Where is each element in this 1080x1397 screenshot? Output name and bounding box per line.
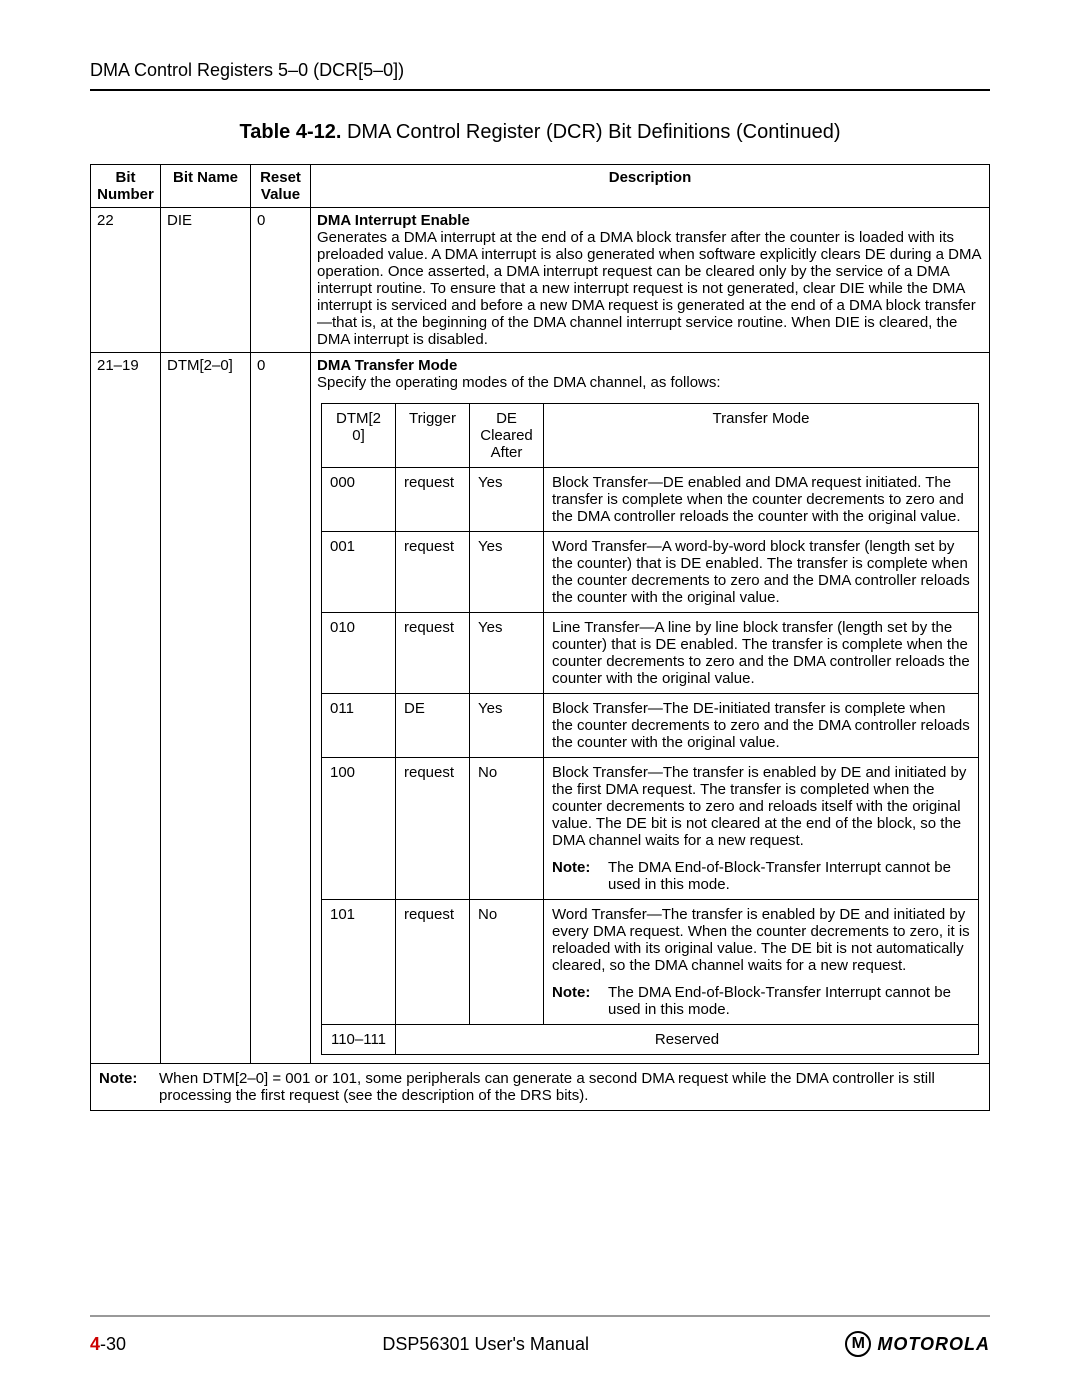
desc-title: DMA Interrupt Enable — [317, 212, 470, 229]
cell-trigger: DE — [396, 694, 470, 758]
note-text: The DMA End-of-Block-Transfer Interrupt … — [608, 984, 970, 1018]
desc-body: Specify the operating modes of the DMA c… — [317, 374, 721, 391]
cell-mode-text: Word Transfer—The transfer is enabled by… — [552, 906, 970, 974]
page-number-prefix: 4 — [90, 1334, 100, 1354]
cell-de: Yes — [470, 532, 544, 613]
cell-bit-name: DTM[2–0] — [161, 353, 251, 1064]
table-row: 21–19 DTM[2–0] 0 DMA Transfer Mode Speci… — [91, 353, 990, 396]
footer-rule — [90, 1315, 990, 1317]
table-caption-text: DMA Control Register (DCR) Bit Definitio… — [347, 121, 841, 143]
page-header-title: DMA Control Registers 5–0 (DCR[5–0]) — [90, 60, 990, 81]
footer-note-label: Note: — [99, 1070, 155, 1104]
inner-row: 011 DE Yes Block Transfer—The DE-initiat… — [322, 694, 979, 758]
cell-dtm: 010 — [322, 613, 396, 694]
cell-description: DMA Transfer Mode Specify the operating … — [311, 353, 990, 396]
cell-trigger: request — [396, 758, 470, 900]
cell-mode: Block Transfer—The transfer is enabled b… — [544, 758, 979, 900]
cell-de: Yes — [470, 468, 544, 532]
cell-mode: Line Transfer—A line by line block trans… — [544, 613, 979, 694]
inner-col-de-cleared: DE Cleared After — [470, 404, 544, 468]
desc-body: Generates a DMA interrupt at the end of … — [317, 229, 981, 348]
cell-dtm: 100 — [322, 758, 396, 900]
cell-mode-text: Block Transfer—The transfer is enabled b… — [552, 764, 966, 849]
table-row: 22 DIE 0 DMA Interrupt Enable Generates … — [91, 208, 990, 353]
motorola-logo: M MOTOROLA — [845, 1331, 990, 1357]
cell-dtm: 101 — [322, 900, 396, 1025]
page-number: 4-30 — [90, 1334, 126, 1355]
cell-reserved: Reserved — [396, 1025, 979, 1055]
cell-mode: Word Transfer—The transfer is enabled by… — [544, 900, 979, 1025]
dcr-bit-table: Bit Number Bit Name Reset Value Descript… — [90, 164, 990, 1111]
motorola-logo-icon: M — [845, 1331, 871, 1357]
cell-bit-number: 22 — [91, 208, 161, 353]
cell-bit-name: DIE — [161, 208, 251, 353]
footer-note-text: When DTM[2–0] = 001 or 101, some periphe… — [155, 1070, 981, 1104]
col-description: Description — [311, 165, 990, 208]
inner-row: 100 request No Block Transfer—The transf… — [322, 758, 979, 900]
page-footer: 4-30 DSP56301 User's Manual M MOTOROLA — [90, 1315, 990, 1357]
cell-trigger: request — [396, 900, 470, 1025]
inner-row: 000 request Yes Block Transfer—DE enable… — [322, 468, 979, 532]
footer-note-row: Note: When DTM[2–0] = 001 or 101, some p… — [91, 1064, 990, 1111]
cell-de: No — [470, 900, 544, 1025]
inner-row: 010 request Yes Line Transfer—A line by … — [322, 613, 979, 694]
note-label: Note: — [552, 859, 608, 893]
note-text: The DMA End-of-Block-Transfer Interrupt … — [608, 859, 970, 893]
inner-row: 110–111 Reserved — [322, 1025, 979, 1055]
motorola-logo-text: MOTOROLA — [877, 1334, 990, 1355]
cell-description: DMA Interrupt Enable Generates a DMA int… — [311, 208, 990, 353]
cell-reset-value: 0 — [251, 208, 311, 353]
cell-de: Yes — [470, 613, 544, 694]
inner-col-trigger: Trigger — [396, 404, 470, 468]
col-bit-name: Bit Name — [161, 165, 251, 208]
cell-dtm: 001 — [322, 532, 396, 613]
inner-row: 101 request No Word Transfer—The transfe… — [322, 900, 979, 1025]
desc-title: DMA Transfer Mode — [317, 357, 457, 374]
cell-trigger: request — [396, 613, 470, 694]
inner-col-transfer-mode: Transfer Mode — [544, 404, 979, 468]
transfer-mode-table: DTM[2 0] Trigger DE Cleared After Transf… — [321, 403, 979, 1055]
cell-trigger: request — [396, 468, 470, 532]
inner-row: 001 request Yes Word Transfer—A word-by-… — [322, 532, 979, 613]
cell-dtm: 110–111 — [322, 1025, 396, 1055]
table-caption: Table 4-12. DMA Control Register (DCR) B… — [90, 121, 990, 144]
page-number-value: -30 — [100, 1334, 126, 1354]
cell-bit-number: 21–19 — [91, 353, 161, 1064]
cell-de: No — [470, 758, 544, 900]
manual-title: DSP56301 User's Manual — [382, 1334, 589, 1355]
cell-mode: Block Transfer—DE enabled and DMA reques… — [544, 468, 979, 532]
header-rule — [90, 89, 990, 91]
col-bit-number: Bit Number — [91, 165, 161, 208]
cell-dtm: 011 — [322, 694, 396, 758]
cell-dtm: 000 — [322, 468, 396, 532]
cell-trigger: request — [396, 532, 470, 613]
cell-reset-value: 0 — [251, 353, 311, 1064]
col-reset-value: Reset Value — [251, 165, 311, 208]
cell-de: Yes — [470, 694, 544, 758]
note-label: Note: — [552, 984, 608, 1018]
inner-col-dtm: DTM[2 0] — [322, 404, 396, 468]
table-caption-label: Table 4-12. — [240, 121, 342, 143]
cell-mode: Block Transfer—The DE-initiated transfer… — [544, 694, 979, 758]
cell-mode: Word Transfer—A word-by-word block trans… — [544, 532, 979, 613]
